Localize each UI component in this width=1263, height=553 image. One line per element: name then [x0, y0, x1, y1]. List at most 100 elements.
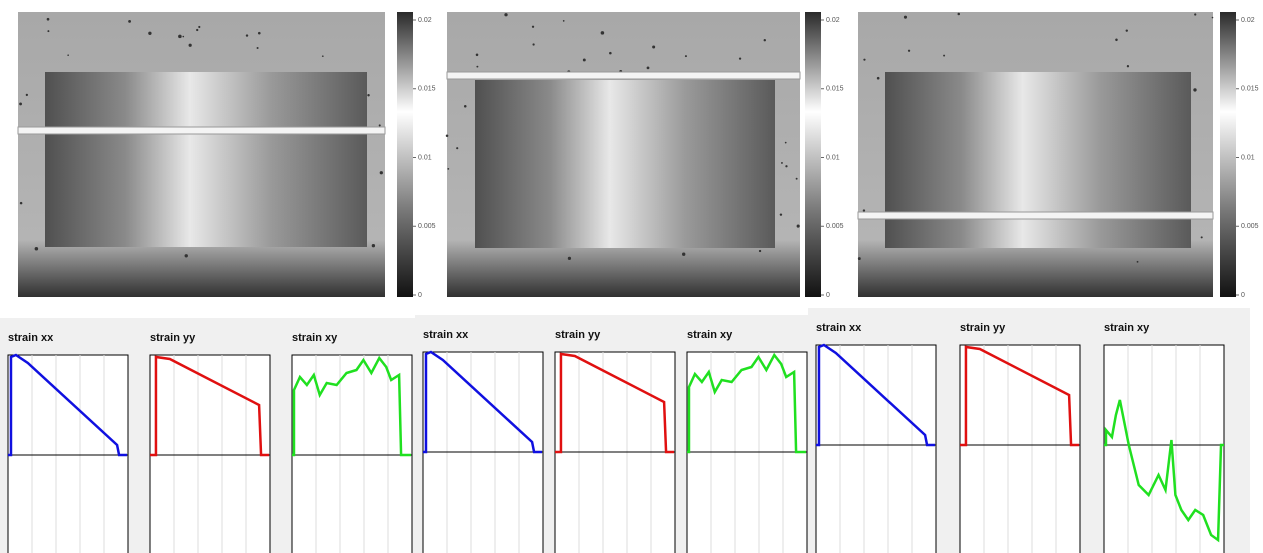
speckle [647, 66, 650, 69]
plot-title: strain yy [960, 322, 1006, 334]
plot-title: strain yy [555, 329, 601, 341]
speckle [759, 250, 761, 252]
speckle [797, 225, 800, 228]
speckle [322, 55, 324, 57]
speckle [372, 244, 375, 247]
speckle [128, 20, 131, 23]
colorbar-label: 0.015 [826, 86, 844, 93]
speckle [780, 213, 782, 215]
colorbar-label: 0 [1241, 292, 1245, 299]
speckle [476, 53, 479, 56]
plot-title: strain xx [8, 332, 54, 344]
plot-box [292, 355, 412, 553]
speckle [257, 47, 259, 49]
speckle [504, 13, 507, 16]
strain-field [885, 72, 1191, 248]
speckle [958, 13, 961, 16]
speckle [1201, 236, 1203, 238]
speckle [739, 57, 741, 59]
strain-field [45, 72, 367, 247]
section-line [858, 212, 1213, 219]
colorbar-label: 0.005 [1241, 223, 1259, 230]
speckle [447, 168, 449, 170]
plot-box [150, 355, 270, 553]
speckle [781, 162, 783, 164]
speckle [1193, 88, 1196, 91]
colorbar-label: 0.02 [1241, 17, 1255, 24]
plot-title: strain xx [423, 329, 469, 341]
speckle [904, 16, 907, 19]
speckle [532, 26, 534, 28]
speckle [379, 124, 381, 126]
speckle [858, 257, 861, 260]
colorbar [805, 12, 821, 297]
speckle [863, 209, 865, 211]
colorbar-label: 0 [826, 292, 830, 299]
colorbar-label: 0.005 [826, 223, 844, 230]
speckle [67, 54, 69, 56]
plot-box [816, 345, 936, 553]
speckle [148, 32, 151, 35]
speckle [47, 18, 50, 21]
colorbar-label: 0.01 [1241, 154, 1255, 161]
speckle [1137, 261, 1139, 263]
speckle [796, 178, 798, 180]
speckle [19, 103, 22, 106]
speckle [246, 34, 248, 36]
colorbar-label: 0 [418, 292, 422, 299]
speckle [20, 202, 23, 205]
speckle [35, 247, 39, 251]
speckle [47, 30, 49, 32]
speckle [1126, 29, 1128, 31]
speckle [863, 59, 865, 61]
plot-title: strain xy [292, 332, 338, 344]
speckle [532, 43, 534, 45]
speckle [178, 35, 182, 39]
speckle [568, 257, 571, 260]
speckle [1115, 39, 1118, 42]
colorbar-label: 0.005 [418, 223, 436, 230]
speckle [189, 44, 192, 47]
root: 0.02 0.015 0.01 0.005 0 strain xx strain yy str… [0, 12, 1259, 553]
strain-field [475, 80, 775, 248]
section-line [18, 127, 385, 134]
plot-title: strain xy [687, 329, 733, 341]
plot-title: strain xy [1104, 322, 1150, 334]
speckle [456, 147, 458, 149]
speckle [652, 45, 655, 48]
colorbar-label: 0.01 [418, 154, 432, 161]
speckle [1212, 17, 1214, 19]
speckle [476, 66, 478, 68]
speckle [943, 55, 945, 57]
speckle [464, 105, 467, 108]
speckle [685, 55, 687, 57]
speckle [26, 94, 28, 96]
figure: 0.02 0.015 0.01 0.005 0 strain xx strain yy str… [0, 0, 1263, 553]
speckle [785, 142, 787, 144]
speckle [185, 254, 188, 257]
speckle [367, 94, 369, 96]
speckle [764, 39, 766, 41]
speckle [601, 31, 605, 35]
speckle [908, 50, 910, 52]
speckle [1194, 13, 1196, 15]
plot-box [8, 355, 128, 553]
colorbar [1220, 12, 1236, 297]
speckle [182, 36, 184, 38]
speckle [258, 32, 261, 35]
colorbar [397, 12, 413, 297]
plot-box [960, 345, 1080, 553]
speckle [1127, 65, 1129, 67]
speckle [682, 253, 685, 256]
speckle [609, 52, 612, 55]
speckle [785, 165, 787, 167]
colorbar-label: 0.015 [1241, 86, 1259, 93]
speckle [877, 77, 880, 80]
speckle [196, 29, 198, 31]
speckle [380, 171, 383, 174]
speckle [446, 135, 449, 138]
colorbar-label: 0.01 [826, 154, 840, 161]
colorbar-label: 0.015 [418, 86, 436, 93]
speckle [198, 26, 200, 28]
plot-title: strain yy [150, 332, 196, 344]
